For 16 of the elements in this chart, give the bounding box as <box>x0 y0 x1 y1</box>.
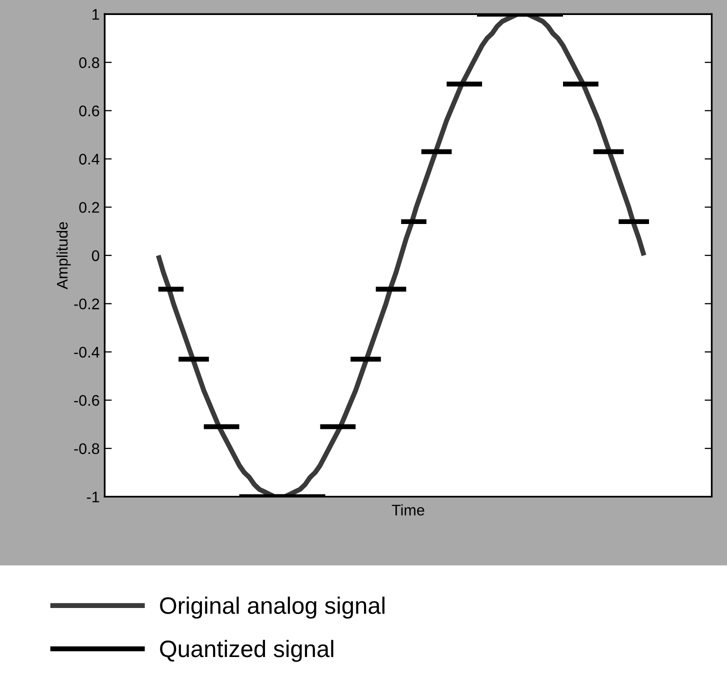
y-tick-label: 0.6 <box>79 106 100 116</box>
y-tick-label: -0.6 <box>74 395 100 406</box>
y-tick-label: 0 <box>92 250 100 262</box>
legend-label: Quantized signal <box>160 640 334 662</box>
y-tick-label: 1 <box>92 9 100 20</box>
y-tick-label: -0.8 <box>74 443 100 454</box>
y-tick-label: -1 <box>86 492 100 502</box>
y-tick-label: 0.2 <box>79 202 100 213</box>
y-tick-label: -0.4 <box>74 346 100 358</box>
y-tick-label: -0.2 <box>74 298 100 310</box>
legend-label: Original analog signal <box>160 596 384 619</box>
y-axis-title: Amplitude <box>56 222 71 290</box>
y-tick-label: 0.4 <box>79 154 100 165</box>
line-series <box>156 14 646 497</box>
y-tick-label: 0.8 <box>79 57 100 68</box>
x-axis-title: Time <box>392 504 424 516</box>
